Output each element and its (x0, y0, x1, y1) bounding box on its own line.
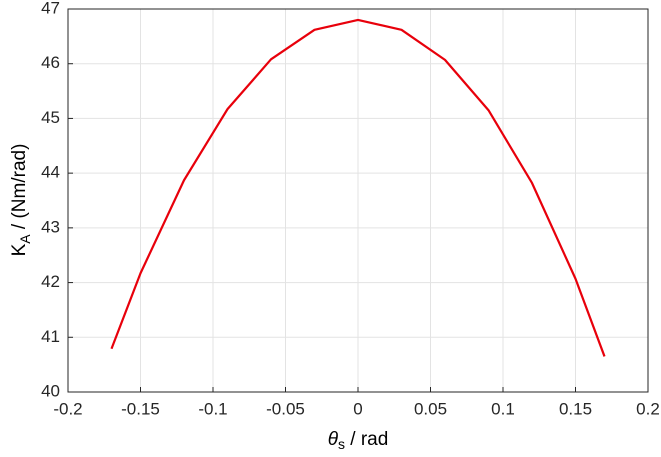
data-line (110, 18, 606, 357)
y-tick-label: 43 (41, 217, 60, 236)
x-tick-label: -0.2 (53, 399, 82, 418)
y-tick-label: 45 (41, 108, 60, 127)
y-tick-label: 44 (41, 163, 60, 182)
plot-frame (67, 8, 649, 393)
y-tick-label: 46 (41, 53, 60, 72)
y-tick-label: 40 (41, 381, 60, 400)
y-label-text: / (Nm/rad) (9, 144, 30, 235)
x-tick-label: -0.1 (198, 399, 227, 418)
y-label-symbol: K (9, 243, 30, 256)
x-tick-label: 0.1 (491, 399, 515, 418)
y-tick-label: 41 (41, 327, 60, 346)
x-tick-label: 0.2 (636, 399, 660, 418)
x-tick-label: -0.15 (121, 399, 160, 418)
y-tick-label: 42 (41, 272, 60, 291)
x-tick-label: -0.05 (266, 399, 305, 418)
x-tick-label: 0 (353, 399, 362, 418)
x-label-text: / rad (345, 429, 388, 450)
y-axis-label: KA / (Nm/rad) (9, 144, 33, 257)
x-label-symbol: θ (328, 429, 339, 450)
x-tick-label: 0.15 (559, 399, 592, 418)
x-label-subscript: s (338, 436, 345, 452)
y-tick-label: 47 (41, 0, 60, 17)
y-label-subscript: A (17, 234, 33, 244)
x-axis-label: θs / rad (328, 429, 389, 452)
x-tick-label: 0.05 (414, 399, 447, 418)
